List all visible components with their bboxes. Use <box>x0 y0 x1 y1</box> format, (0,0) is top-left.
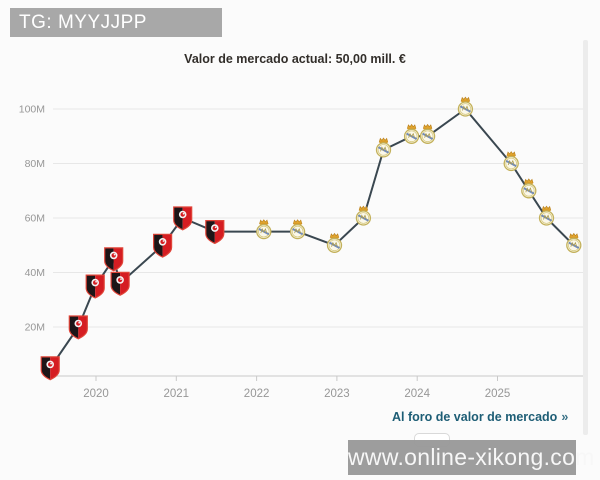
real-madrid-crest-icon[interactable] <box>538 205 555 226</box>
rennes-crest-icon[interactable] <box>110 271 130 296</box>
x-axis-label: 2021 <box>164 388 190 400</box>
rennes-crest-icon[interactable] <box>153 233 173 258</box>
rennes-crest-icon[interactable] <box>85 274 105 299</box>
forum-link[interactable]: Al foro de valor de mercado» <box>392 410 580 424</box>
real-madrid-crest-icon[interactable] <box>403 123 420 144</box>
real-madrid-crest-icon[interactable] <box>521 178 537 199</box>
x-axis-label: 2023 <box>324 388 350 400</box>
rennes-crest-icon[interactable] <box>173 206 193 231</box>
x-axis-label: 2024 <box>404 388 430 400</box>
real-madrid-crest-icon[interactable] <box>419 123 436 144</box>
x-axis-label: 2020 <box>83 388 109 400</box>
rennes-crest-icon[interactable] <box>40 356 60 381</box>
double-chevron-right-icon: » <box>561 410 569 424</box>
market-value-line <box>49 108 575 369</box>
real-madrid-crest-icon[interactable] <box>566 232 582 253</box>
chart-title: Valor de mercado actual: 50,00 mill. € <box>184 52 406 66</box>
y-axis-label: 80M <box>25 158 45 170</box>
rennes-crest-icon[interactable] <box>205 220 225 245</box>
rennes-crest-icon[interactable] <box>104 247 124 272</box>
y-axis-label: 20M <box>25 322 45 334</box>
x-axis-label: 2022 <box>244 388 270 400</box>
real-madrid-crest-icon[interactable] <box>355 205 372 226</box>
real-madrid-crest-icon[interactable] <box>375 137 392 158</box>
y-axis-label: 40M <box>25 267 45 279</box>
tg-watermark-tag: TG: MYYJJPP <box>10 8 222 37</box>
x-axis-label: 2025 <box>485 388 511 400</box>
real-madrid-crest-icon[interactable] <box>503 151 519 172</box>
rennes-crest-icon[interactable] <box>68 315 88 340</box>
real-madrid-crest-icon[interactable] <box>326 232 343 253</box>
forum-link-label: Al foro de valor de mercado <box>392 410 558 424</box>
y-axis-label: 60M <box>25 213 45 225</box>
scrollbar[interactable] <box>583 40 588 435</box>
real-madrid-crest-icon[interactable] <box>256 219 272 240</box>
real-madrid-crest-icon[interactable] <box>457 96 474 117</box>
real-madrid-crest-icon[interactable] <box>289 219 306 240</box>
site-watermark: www.online-xikong.com <box>348 440 594 475</box>
y-axis-label: 100M <box>19 104 45 116</box>
